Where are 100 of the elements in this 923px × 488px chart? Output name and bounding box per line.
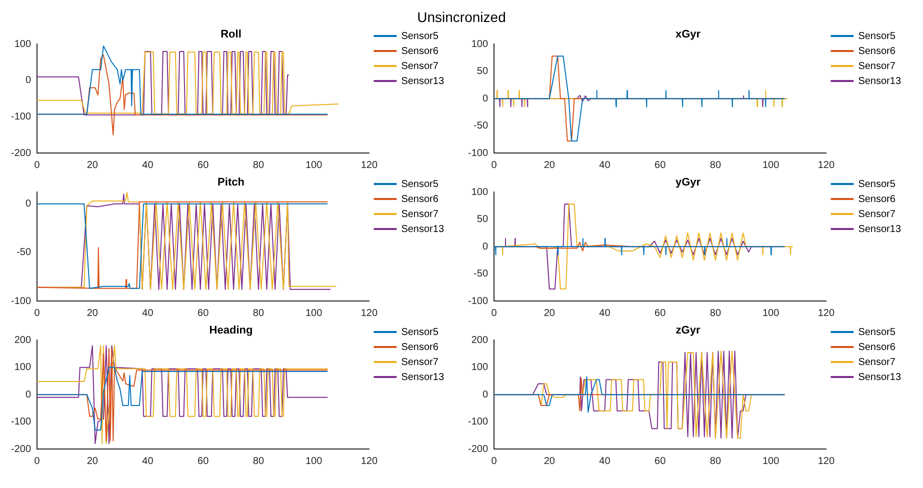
legend-label: Sensor5 [401, 326, 439, 338]
x-tick-label: 60 [654, 308, 666, 319]
x-tick-label: 60 [654, 160, 666, 171]
x-tick-label: 20 [544, 456, 556, 467]
y-tick-label: -100 [11, 111, 32, 122]
y-tick-label: 0 [25, 198, 32, 210]
legend-label: Sensor13 [401, 224, 444, 235]
x-tick-label: 120 [818, 160, 835, 171]
y-tick-label: 0 [482, 389, 488, 400]
legend-label: Sensor5 [858, 178, 896, 190]
y-tick-label: -200 [468, 444, 488, 455]
x-tick-label: 100 [305, 308, 323, 319]
x-tick-label: 100 [762, 456, 780, 467]
legend-label: Sensor7 [401, 60, 439, 72]
y-tick-label: -200 [11, 444, 32, 455]
text: Unsincronized [416, 8, 507, 26]
y-tick-label: -50 [16, 247, 32, 258]
legend-label: Sensor6 [401, 342, 439, 353]
legend-label: Sensor5 [858, 30, 896, 42]
x-tick-label: 60 [198, 456, 210, 467]
x-tick-label: 100 [305, 456, 323, 467]
y-tick-label: -200 [11, 148, 32, 159]
x-tick-label: 40 [599, 160, 611, 171]
y-tick-label: 0 [25, 75, 32, 86]
y-tick-label: 100 [471, 38, 488, 50]
y-tick-label: -100 [468, 416, 488, 428]
x-tick-label: 0 [491, 456, 498, 467]
x-tick-label: 80 [252, 308, 264, 319]
legend-label: Sensor6 [858, 46, 896, 57]
x-tick-label: 120 [818, 308, 835, 319]
x-tick-label: 100 [305, 160, 323, 171]
x-tick-label: 100 [762, 308, 780, 319]
x-tick-label: 20 [86, 308, 98, 319]
y-tick-label: -50 [474, 268, 488, 280]
x-tick-label: 60 [198, 160, 210, 171]
y-tick-label: 100 [471, 186, 488, 198]
x-tick-label: 40 [142, 160, 154, 171]
x-tick-label: 80 [252, 456, 264, 467]
x-tick-label: 40 [599, 456, 611, 467]
legend-label: Sensor6 [858, 342, 896, 353]
x-tick-label: 40 [599, 308, 611, 319]
x-tick-label: 120 [360, 160, 378, 171]
y-tick-label: 0 [482, 241, 488, 252]
legend-label: Sensor6 [401, 194, 439, 205]
legend-label: Sensor13 [858, 372, 902, 383]
x-tick-label: 80 [710, 308, 722, 319]
x-tick-label: 20 [86, 160, 98, 171]
y-tick-label: 0 [482, 93, 488, 104]
chart-title: zGyr [676, 324, 701, 337]
y-tick-label: 100 [14, 362, 32, 374]
chart-title: Heading [209, 324, 253, 337]
y-tick-label: -100 [11, 296, 32, 307]
y-tick-label: -100 [468, 148, 488, 159]
chart-title: yGyr [675, 176, 702, 189]
x-tick-label: 0 [491, 308, 498, 319]
legend-label: Sensor13 [858, 76, 902, 87]
x-tick-label: 120 [818, 456, 835, 467]
y-tick-label: -100 [11, 416, 32, 428]
legend-label: Sensor13 [401, 372, 444, 383]
y-tick-label: 200 [14, 334, 32, 346]
x-tick-label: 0 [34, 456, 40, 467]
x-tick-label: 40 [142, 456, 154, 467]
chart-title: Pitch [218, 176, 245, 189]
legend-label: Sensor5 [858, 326, 896, 338]
x-tick-label: 80 [710, 160, 722, 171]
x-tick-label: 20 [544, 308, 556, 319]
y-tick-label: 100 [471, 362, 488, 374]
y-tick-label: 100 [14, 38, 32, 50]
y-tick-label: 200 [471, 334, 488, 346]
x-tick-label: 0 [34, 160, 40, 171]
legend-label: Sensor7 [858, 356, 896, 368]
x-tick-label: 120 [360, 456, 378, 467]
legend-label: Sensor6 [401, 46, 439, 57]
legend-label: Sensor7 [401, 356, 439, 368]
y-tick-label: 50 [476, 214, 488, 226]
y-tick-label: 50 [476, 66, 488, 78]
legend-label: Sensor5 [401, 178, 439, 190]
x-tick-label: 100 [762, 160, 780, 171]
x-tick-label: 120 [360, 308, 378, 319]
x-tick-label: 0 [34, 308, 40, 319]
y-tick-label: 0 [25, 389, 32, 400]
x-tick-label: 20 [544, 160, 556, 171]
legend-label: Sensor7 [858, 60, 896, 72]
legend-label: Sensor7 [858, 208, 896, 220]
y-tick-label: -50 [474, 120, 488, 132]
chart-title: Roll [220, 28, 242, 41]
x-tick-label: 40 [142, 308, 154, 319]
y-tick-label: -100 [468, 296, 488, 307]
legend-label: Sensor13 [401, 76, 444, 87]
x-tick-label: 0 [491, 160, 498, 171]
legend-label: Sensor13 [858, 224, 902, 235]
legend-label: Sensor7 [401, 208, 439, 220]
legend-label: Sensor6 [858, 194, 896, 205]
chart-title: xGyr [675, 28, 702, 41]
x-tick-label: 60 [198, 308, 210, 319]
x-tick-label: 20 [86, 456, 98, 467]
x-tick-label: 80 [252, 160, 264, 171]
x-tick-label: 80 [710, 456, 722, 467]
x-tick-label: 60 [654, 456, 666, 467]
legend-label: Sensor5 [401, 30, 439, 42]
